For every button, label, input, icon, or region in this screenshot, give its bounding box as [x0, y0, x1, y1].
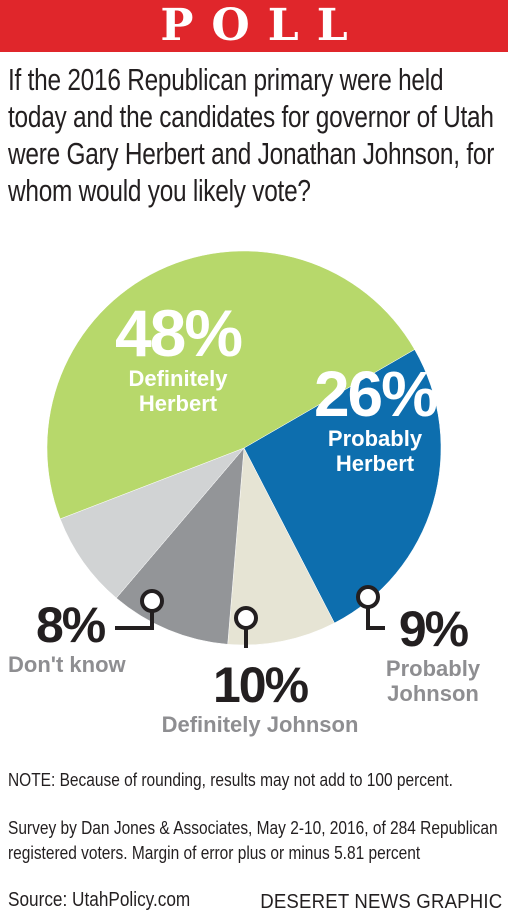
poll-banner: POLL — [0, 0, 508, 52]
pct-probably-herbert: 26% — [313, 358, 438, 430]
pie-slice-don-t-know — [59, 447, 245, 599]
note-survey-line1: Survey by Dan Jones & Associates, May 2-… — [8, 818, 498, 838]
leader-probably-johnson-marker — [356, 585, 380, 609]
label-probably-johnson: 9% Probably Johnson — [378, 604, 488, 706]
pct-definitely-johnson: 10% — [212, 657, 309, 713]
note-rounding: NOTE: Because of rounding, results may n… — [8, 770, 453, 790]
label-dont-know: 8% Don't know — [8, 600, 148, 677]
leader-probably-johnson-line — [366, 607, 385, 630]
pie-slice-probably-johnson — [227, 447, 335, 646]
cat-probably-herbert: Probably Herbert — [327, 426, 423, 476]
pct-definitely-herbert: 48% — [114, 296, 243, 370]
credit-line: DESERET NEWS GRAPHIC — [259, 891, 502, 913]
cat-definitely-herbert: Definitely Herbert — [128, 366, 228, 416]
label-definitely-johnson: 10% Definitely Johnson — [150, 660, 370, 737]
note-survey-line2: registered voters. Margin of error plus … — [8, 843, 421, 863]
pct-dont-know: 8% — [36, 597, 106, 653]
banner-title: POLL — [160, 0, 366, 51]
leader-definitely-johnson-marker — [234, 606, 258, 630]
pie-slice-definitely-herbert — [46, 250, 415, 520]
label-probably-herbert: 26% Probably Herbert — [300, 362, 450, 476]
cat-probably-johnson: Probably Johnson — [385, 656, 481, 706]
pct-probably-johnson: 9% — [398, 601, 469, 657]
label-definitely-herbert: 48% Definitely Herbert — [98, 300, 258, 416]
leader-dont-know-line — [115, 611, 154, 630]
cat-definitely-johnson: Definitely Johnson — [161, 712, 359, 737]
cat-dont-know: Don't know — [8, 652, 126, 677]
note-source: Source: UtahPolicy.com — [8, 889, 191, 911]
poll-question: If the 2016 Republican primary were held… — [8, 63, 495, 208]
